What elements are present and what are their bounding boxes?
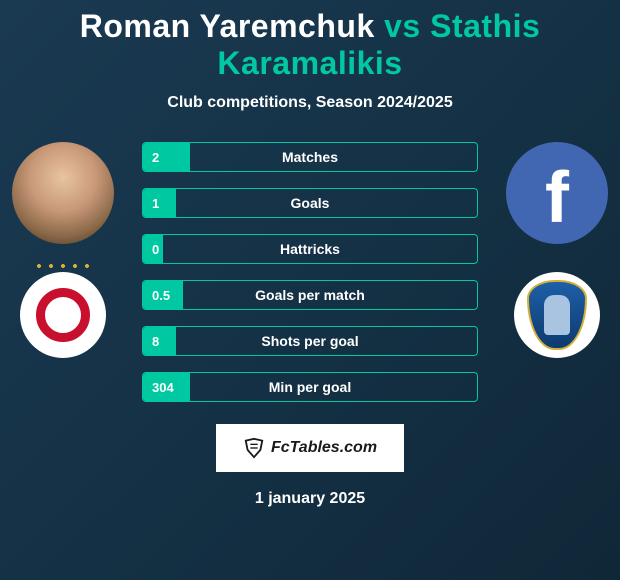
stat-row: 1Goals [142, 188, 478, 218]
vs-separator: vs [384, 8, 421, 44]
player1-avatar [12, 142, 114, 244]
date-label: 1 january 2025 [255, 490, 365, 508]
fctables-logo-icon [243, 437, 265, 459]
player2-avatar: f [506, 142, 608, 244]
comparison-body: 2Matches 1Goals 0Hattricks 0.5Goals per mat… [0, 142, 620, 402]
player1-name: Roman Yaremchuk [80, 8, 375, 44]
stat-label: Min per goal [142, 379, 478, 395]
panetolikos-crest-icon [527, 280, 587, 350]
right-column: f [502, 142, 612, 358]
left-column [8, 142, 118, 358]
stat-label: Hattricks [142, 241, 478, 257]
brand-text: FcTables.com [271, 439, 377, 457]
player1-club-badge [20, 272, 106, 358]
olympiacos-crest-icon [36, 288, 90, 342]
stat-row: 304Min per goal [142, 372, 478, 402]
page-title: Roman Yaremchuk vs Stathis Karamalikis [0, 8, 620, 82]
stat-label: Goals per match [142, 287, 478, 303]
facebook-icon: f [545, 157, 569, 239]
stat-label: Shots per goal [142, 333, 478, 349]
stat-row: 2Matches [142, 142, 478, 172]
infographic-root: Roman Yaremchuk vs Stathis Karamalikis C… [0, 0, 620, 580]
stats-chart: 2Matches 1Goals 0Hattricks 0.5Goals per mat… [130, 142, 490, 402]
shield-figure-icon [544, 295, 570, 335]
subtitle: Club competitions, Season 2024/2025 [167, 94, 452, 112]
stat-row: 8Shots per goal [142, 326, 478, 356]
brand-box: FcTables.com [216, 424, 404, 472]
stat-label: Matches [142, 149, 478, 165]
stat-label: Goals [142, 195, 478, 211]
stat-row: 0Hattricks [142, 234, 478, 264]
stat-row: 0.5Goals per match [142, 280, 478, 310]
player2-club-badge [514, 272, 600, 358]
